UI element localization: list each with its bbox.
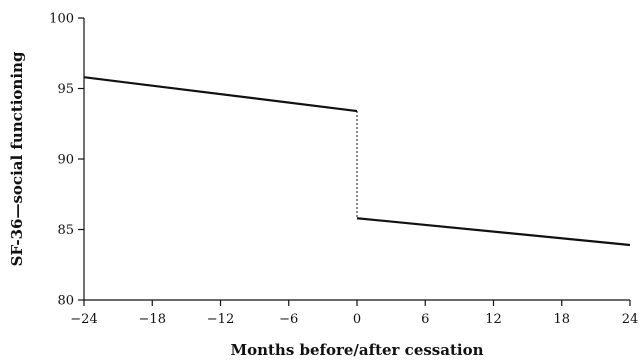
y-axis-title: SF-36—social functioning [8,51,26,266]
plot-area [83,76,631,247]
ticks: 80 85 90 95 100 −24 −18 −12 −6 0 6 12 18 24 [49,12,638,328]
x-axis-title: Months before/after cessation [230,341,483,359]
x-tick-label: −12 [207,312,234,327]
axes [83,18,630,301]
y-tick-label: 85 [57,223,74,238]
series-line-after [356,217,631,247]
x-tick-label: −18 [139,312,166,327]
x-tick-label: −6 [279,312,298,327]
x-tick-label: 24 [622,312,639,327]
y-tick-label: 95 [57,82,74,97]
x-tick-label: 18 [553,312,570,327]
x-tick-label: 12 [485,312,502,327]
x-tick-label: −24 [70,312,97,327]
y-tick-label: 80 [57,294,74,309]
y-tick-label: 100 [49,12,74,27]
series-line-before [83,76,358,113]
y-tick-label: 90 [57,153,74,168]
x-tick-label: 0 [353,312,361,327]
x-tick-label: 6 [421,312,429,327]
